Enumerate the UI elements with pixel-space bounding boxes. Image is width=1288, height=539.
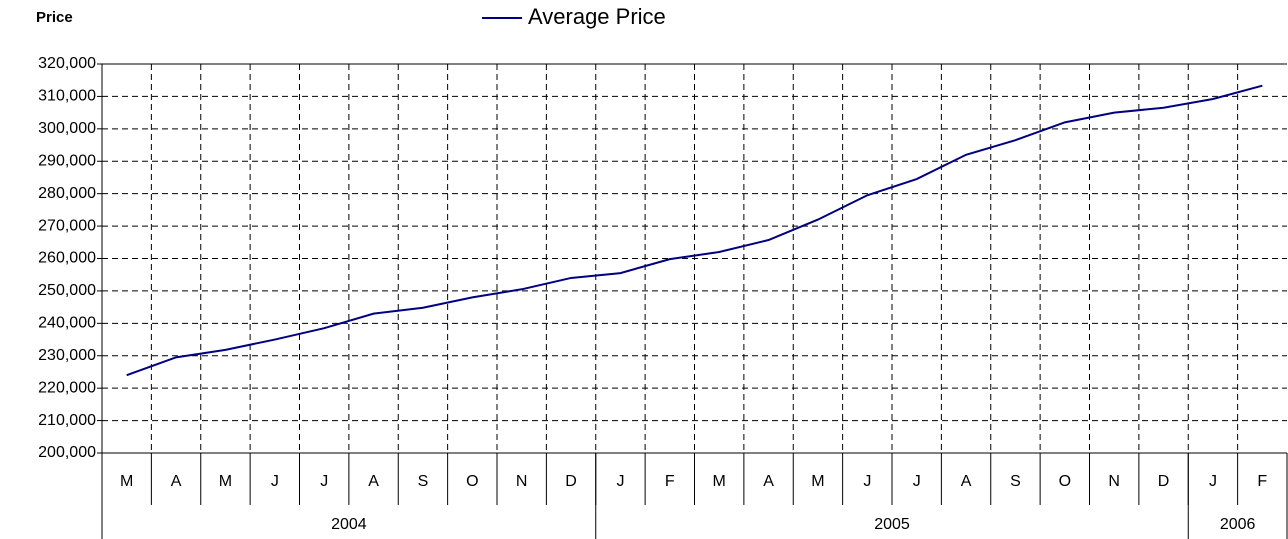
x-tick-label: J bbox=[616, 473, 624, 490]
x-tick-label: M bbox=[219, 473, 232, 490]
y-tick-label: 220,000 bbox=[38, 379, 96, 396]
x-tick-label: J bbox=[863, 473, 871, 490]
y-tick-label: 200,000 bbox=[38, 444, 96, 461]
x-group-label: 2005 bbox=[874, 516, 910, 533]
y-tick-label: 310,000 bbox=[38, 88, 96, 105]
y-tick-label: 290,000 bbox=[38, 152, 96, 169]
x-tick-label: M bbox=[120, 473, 133, 490]
x-tick-label: M bbox=[713, 473, 726, 490]
y-tick-label: 250,000 bbox=[38, 282, 96, 299]
y-axis-label: Price bbox=[36, 9, 73, 26]
y-tick-label: 260,000 bbox=[38, 250, 96, 267]
x-tick-label: J bbox=[271, 473, 279, 490]
x-tick-label: A bbox=[171, 473, 182, 490]
x-tick-label: S bbox=[1010, 473, 1021, 490]
y-tick-label: 320,000 bbox=[38, 55, 96, 72]
y-tick-label: 270,000 bbox=[38, 217, 96, 234]
y-tick-label: 210,000 bbox=[38, 412, 96, 429]
x-tick-label: O bbox=[466, 473, 478, 490]
x-group-label: 2006 bbox=[1220, 516, 1256, 533]
y-tick-label: 240,000 bbox=[38, 315, 96, 332]
x-tick-label: A bbox=[961, 473, 972, 490]
x-tick-label: S bbox=[418, 473, 429, 490]
y-tick-label: 300,000 bbox=[38, 120, 96, 137]
data-line bbox=[126, 84, 1263, 377]
x-tick-label: A bbox=[763, 473, 774, 490]
x-tick-label: F bbox=[665, 473, 675, 490]
x-tick-label: D bbox=[1158, 473, 1170, 490]
x-group-label: 2004 bbox=[331, 516, 367, 533]
y-tick-label: 280,000 bbox=[38, 185, 96, 202]
x-tick-label: J bbox=[1209, 473, 1217, 490]
x-tick-label: M bbox=[811, 473, 824, 490]
x-tick-label: J bbox=[913, 473, 921, 490]
y-tick-label: 230,000 bbox=[38, 347, 96, 364]
x-tick-label: O bbox=[1059, 473, 1071, 490]
x-tick-label: N bbox=[516, 473, 528, 490]
x-tick-label: N bbox=[1108, 473, 1120, 490]
legend-label: Average Price bbox=[528, 4, 666, 29]
x-tick-label: J bbox=[320, 473, 328, 490]
x-tick-label: D bbox=[565, 473, 577, 490]
x-tick-label: A bbox=[368, 473, 379, 490]
x-tick-label: F bbox=[1257, 473, 1267, 490]
